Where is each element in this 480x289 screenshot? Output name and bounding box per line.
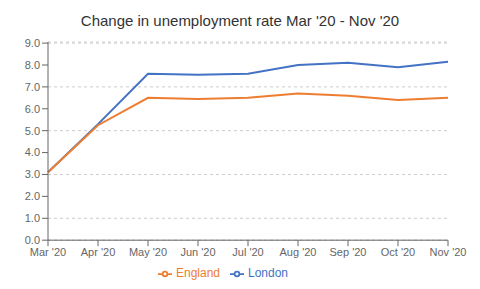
svg-text:Sep '20: Sep '20: [330, 246, 367, 258]
svg-text:Mar '20: Mar '20: [30, 246, 66, 258]
html-text:Change in unemployment rate Ma: Change in unemployment rate Mar '20 - No…: [80, 12, 400, 29]
svg-text:7.0: 7.0: [25, 81, 40, 93]
html-text:England: England: [176, 266, 220, 281]
svg-text:Jun '20: Jun '20: [180, 246, 215, 258]
svg-text:Apr '20: Apr '20: [81, 246, 116, 258]
svg-text:May '20: May '20: [129, 246, 167, 258]
svg-text:9.0: 9.0: [25, 37, 40, 49]
svg-text:5.0: 5.0: [25, 125, 40, 137]
svg-text:6.0: 6.0: [25, 103, 40, 115]
svg-text:0.0: 0.0: [25, 234, 40, 246]
svg-text:4.0: 4.0: [25, 146, 40, 158]
svg-text:Aug '20: Aug '20: [280, 246, 317, 258]
svg-text:1.0: 1.0: [25, 212, 40, 224]
svg-text:Nov '20: Nov '20: [430, 246, 467, 258]
html-text:London: London: [248, 266, 288, 281]
svg-text:3.0: 3.0: [25, 168, 40, 180]
svg-text:Jul '20: Jul '20: [232, 246, 263, 258]
svg-text:2.0: 2.0: [25, 190, 40, 202]
svg-text:8.0: 8.0: [25, 59, 40, 71]
svg-text:Oct '20: Oct '20: [381, 246, 416, 258]
